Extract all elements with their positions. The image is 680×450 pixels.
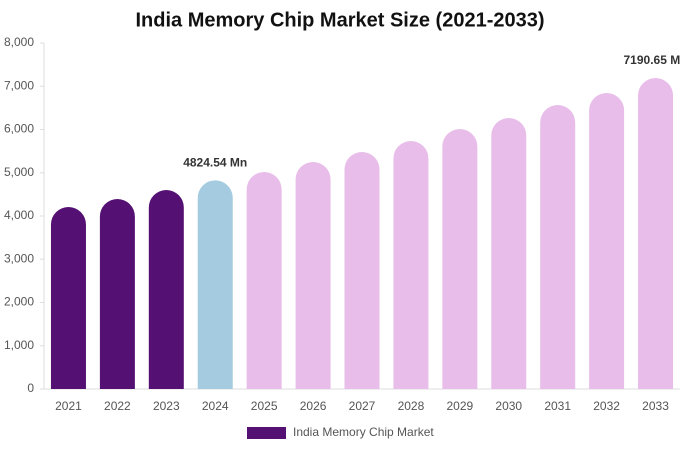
x-tick-label: 2032 xyxy=(593,399,620,413)
bar xyxy=(295,161,331,389)
y-tick-label: 6,000 xyxy=(4,122,34,136)
y-tick-label: 0 xyxy=(27,381,34,395)
bar xyxy=(393,141,429,389)
bar xyxy=(246,172,282,389)
bar xyxy=(344,151,380,389)
value-label: 7190.65 Mn xyxy=(624,53,680,67)
x-tick-label: 2025 xyxy=(251,399,278,413)
x-tick-label: 2029 xyxy=(446,399,473,413)
x-tick-label: 2030 xyxy=(495,399,522,413)
y-tick-label: 3,000 xyxy=(4,251,34,265)
bar xyxy=(540,105,576,389)
y-tick-label: 4,000 xyxy=(4,208,34,222)
x-tick-label: 2024 xyxy=(202,399,229,413)
bar xyxy=(442,128,478,389)
bar xyxy=(589,92,625,389)
chart-title: India Memory Chip Market Size (2021-2033… xyxy=(135,9,544,31)
x-tick-label: 2027 xyxy=(349,399,376,413)
x-tick-label: 2021 xyxy=(55,399,82,413)
bar xyxy=(50,207,86,389)
x-tick-label: 2026 xyxy=(300,399,327,413)
bar xyxy=(148,190,184,389)
bar xyxy=(638,78,674,389)
x-tick-label: 2028 xyxy=(398,399,425,413)
bar xyxy=(99,199,135,389)
x-tick-label: 2033 xyxy=(642,399,669,413)
x-tick-label: 2023 xyxy=(153,399,180,413)
legend-label: India Memory Chip Market xyxy=(293,425,434,439)
y-tick-label: 1,000 xyxy=(4,338,34,352)
y-tick-label: 7,000 xyxy=(4,78,34,92)
y-tick-label: 8,000 xyxy=(4,35,34,49)
value-label: 4824.54 Mn xyxy=(183,156,247,170)
x-tick-label: 2031 xyxy=(544,399,571,413)
bar xyxy=(491,117,527,390)
y-tick-label: 2,000 xyxy=(4,295,34,309)
bar xyxy=(197,180,233,389)
y-tick-label: 5,000 xyxy=(4,165,34,179)
x-tick-label: 2022 xyxy=(104,399,131,413)
legend-swatch xyxy=(247,427,286,439)
